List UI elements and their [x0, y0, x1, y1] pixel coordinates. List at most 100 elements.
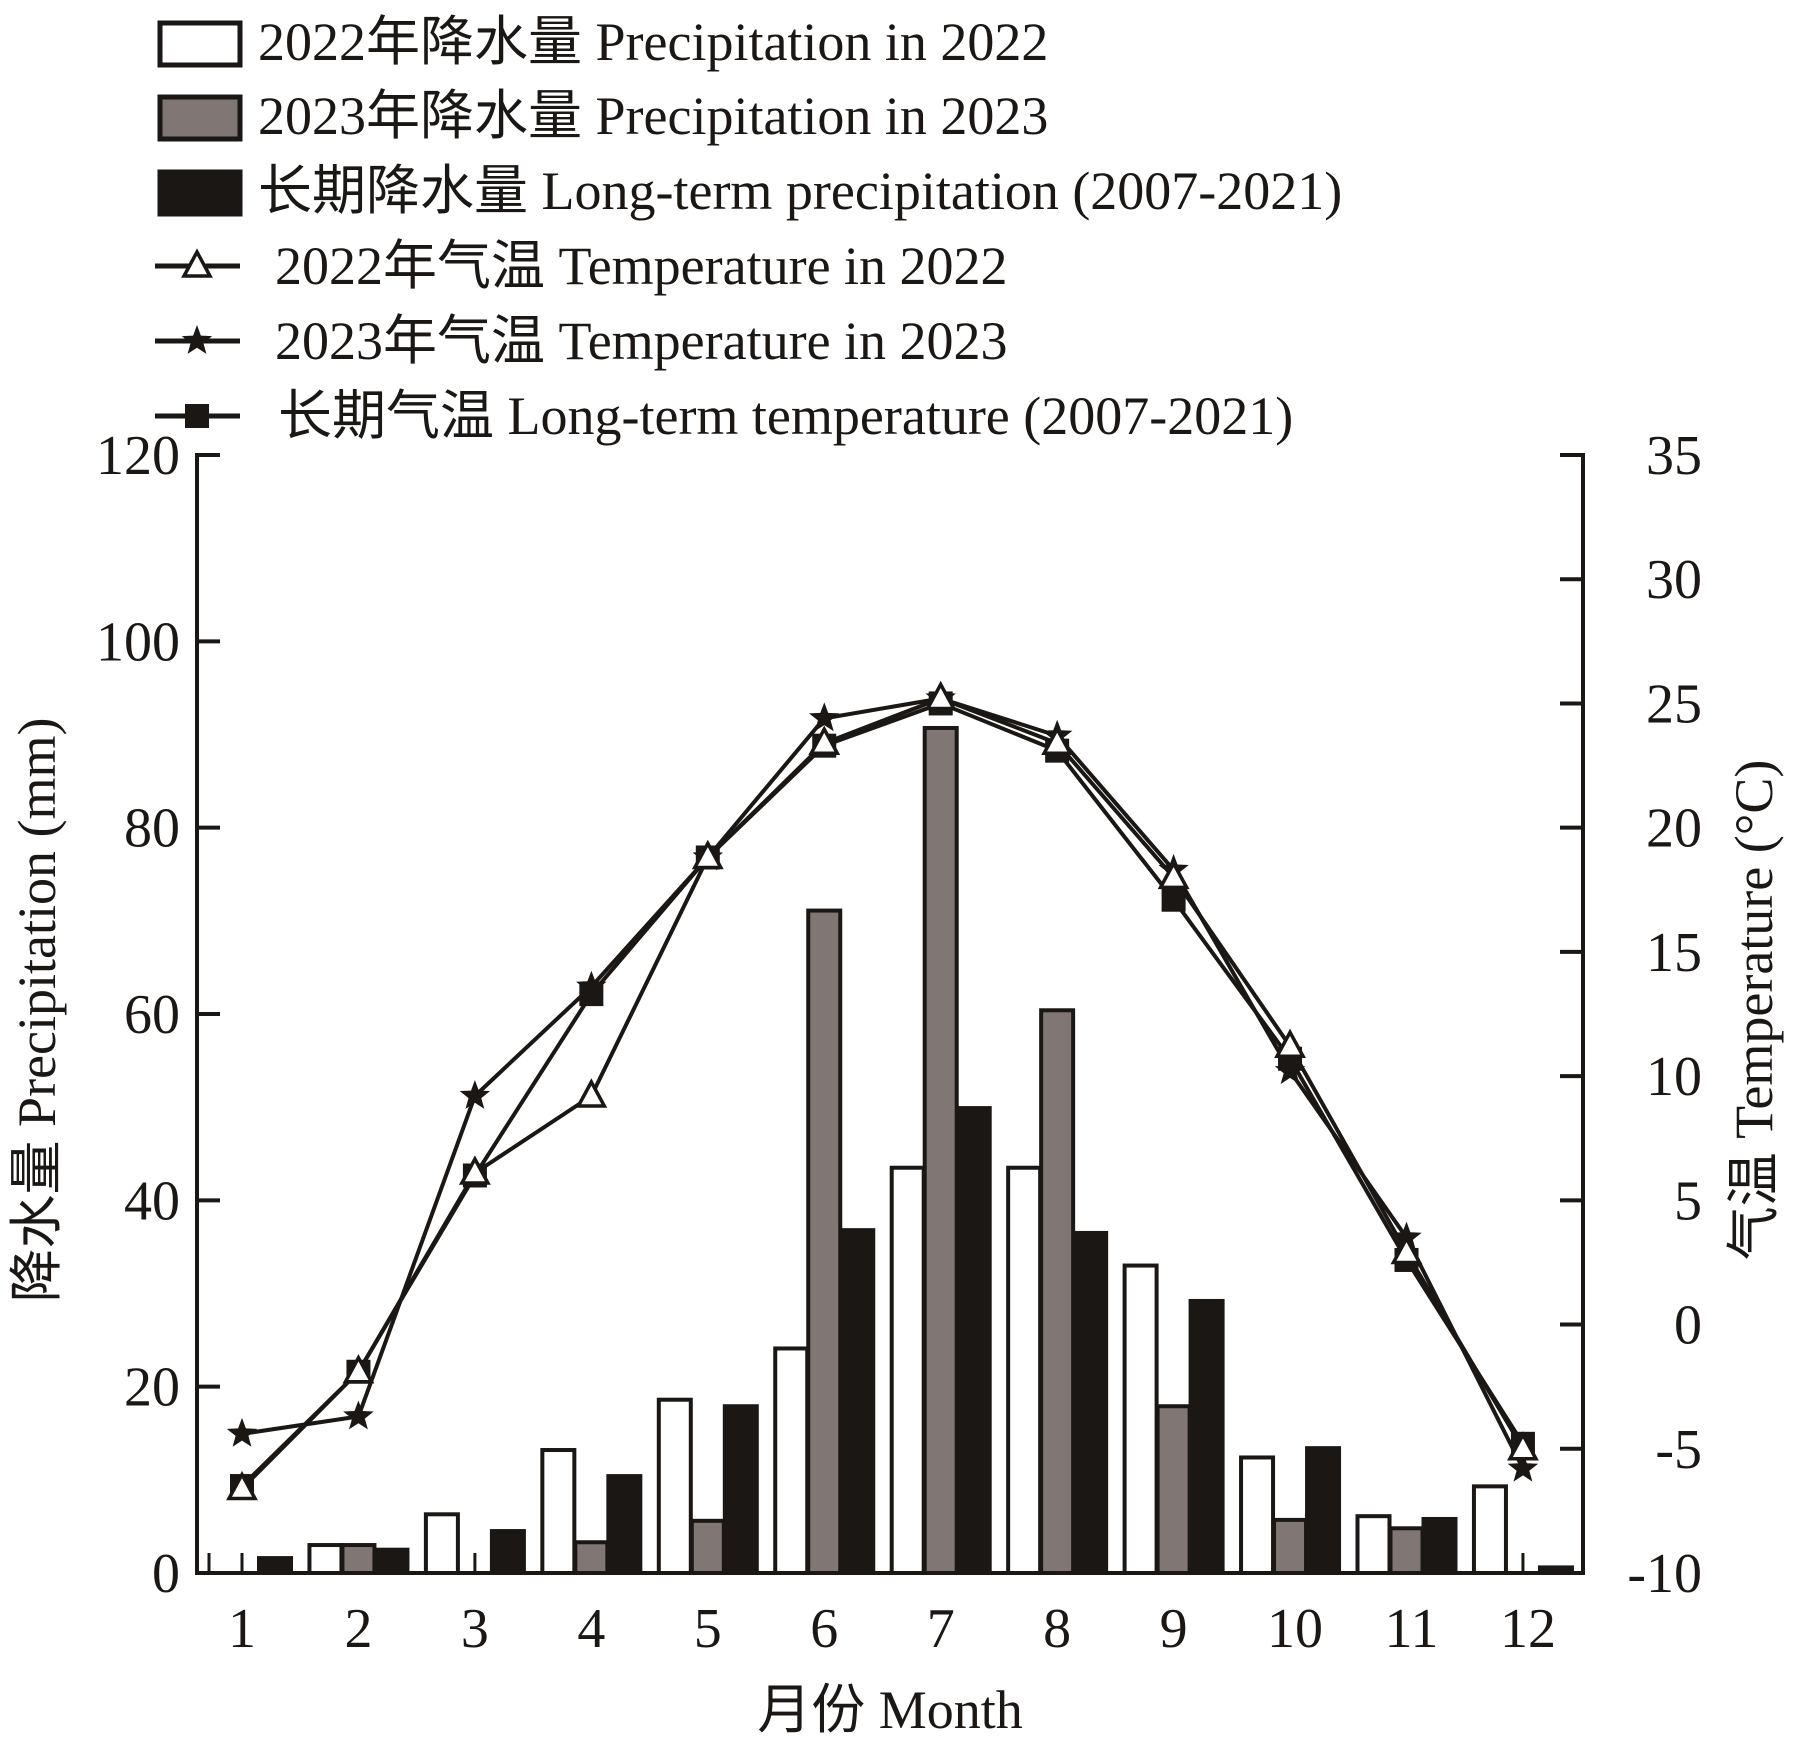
left-tick-label: 100: [96, 611, 180, 673]
bar-longterm-m7: [955, 1106, 992, 1576]
bar-2023-m8: [1039, 1008, 1076, 1575]
temp-marker-2022-m12: [1507, 1431, 1539, 1461]
left-tick-label: 120: [96, 425, 180, 487]
bar-2022-m11: [1355, 1514, 1392, 1575]
right-tick-label: 5: [1674, 1170, 1702, 1232]
bars-layer: [207, 725, 1574, 1576]
temp-marker-2022-m10: [1274, 1028, 1306, 1059]
legend-swatch-2023: [157, 94, 243, 142]
bar-2023-m6: [806, 908, 843, 1575]
bar-2022-m5: [656, 1397, 693, 1575]
temp-marker-longterm-m9: [1161, 887, 1186, 912]
x-tick-label: 7: [927, 1598, 955, 1660]
right-tick-label: -10: [1627, 1543, 1702, 1605]
right-tick-label: 15: [1646, 922, 1702, 984]
x-tick-label: 12: [1500, 1598, 1556, 1660]
legend-swatch-2022: [157, 20, 243, 68]
left-tick-label: 60: [124, 984, 180, 1046]
bar-2023-m5: [689, 1518, 726, 1575]
bar-2023-m7: [922, 725, 959, 1575]
bar-longterm-m5: [722, 1404, 759, 1576]
temp-marker-2022-m1: [226, 1470, 258, 1501]
x-tick-label: 11: [1385, 1598, 1439, 1660]
bar-2022-m10: [1239, 1455, 1276, 1576]
temp-marker-2023-m3: [459, 1080, 491, 1109]
bar-longterm-m1: [257, 1556, 293, 1576]
legend-marker-2022: [181, 248, 213, 278]
bar-2023-m10: [1272, 1517, 1309, 1576]
legend-label-precip-2022: 2022年降水量 Precipitation in 2022: [258, 12, 1048, 72]
bar-longterm-m10: [1305, 1446, 1342, 1575]
temp-marker-2022-m5: [691, 839, 724, 870]
right-tick-label: 35: [1646, 425, 1702, 487]
temp-marker-2022-m4: [575, 1078, 608, 1108]
legend-swatch-longterm: [157, 169, 243, 217]
bar-longterm-m4: [606, 1474, 643, 1576]
x-tick-label: 8: [1043, 1598, 1071, 1660]
x-tick-label: 3: [461, 1598, 489, 1660]
left-tick-label: 20: [124, 1357, 180, 1419]
bar-2022-m6: [773, 1346, 810, 1576]
temp-marker-2022-m8: [1041, 725, 1074, 755]
right-tick-label: 20: [1646, 798, 1702, 860]
temp-marker-2022-m6: [808, 725, 841, 755]
bar-2023-m11: [1388, 1526, 1425, 1576]
temp-marker-2023-m6: [809, 702, 840, 732]
temp-marker-2022-m9: [1157, 859, 1190, 890]
bar-longterm-m6: [839, 1228, 876, 1575]
bar-longterm-m11: [1421, 1516, 1458, 1576]
legend-label-temp-2023: 2023年气温 Temperature in 2023: [275, 311, 1008, 371]
x-tick-label: 4: [577, 1598, 605, 1660]
left-tick-label: 0: [152, 1543, 180, 1605]
bar-2022-m2: [307, 1543, 344, 1576]
temp-marker-2022-m2: [342, 1354, 375, 1384]
temp-marker-2023-m10: [1274, 1055, 1306, 1085]
x-tick-label: 5: [694, 1598, 722, 1660]
x-tick-label: 6: [810, 1598, 838, 1660]
right-tick-label: 10: [1646, 1046, 1702, 1108]
left-tick-label: 40: [124, 1170, 180, 1232]
left-axis-title: 降水量 Precipitation (mm): [7, 718, 67, 1303]
bar-2022-m9: [1122, 1263, 1159, 1576]
legend-label-precip-longterm: 长期降水量 Long-term precipitation (2007-2021…: [258, 161, 1342, 221]
bar-longterm-m2: [373, 1547, 410, 1576]
lines-layer: [226, 680, 1539, 1501]
temp-line-2022: [240, 696, 1525, 1490]
temp-marker-2022-m3: [458, 1155, 491, 1185]
temp-line-2023: [241, 696, 1525, 1470]
bar-2022-m8: [1006, 1165, 1043, 1575]
x-tick-label: 1: [228, 1598, 256, 1660]
temp-marker-2023-m1: [226, 1417, 258, 1447]
temp-marker-2022-m11: [1390, 1234, 1423, 1265]
temp-marker-2023-m12: [1507, 1452, 1539, 1482]
legend-label-temp-longterm: 长期气温 Long-term temperature (2007-2021): [278, 386, 1293, 446]
bar-longterm-m9: [1188, 1298, 1225, 1576]
temp-marker-2023-m4: [576, 970, 607, 1000]
bar-2023-m9: [1155, 1404, 1192, 1576]
legend-marker-longterm: [185, 404, 209, 428]
right-axis-title: 气温 Temperature (°C): [1724, 760, 1784, 1261]
right-tick-label: 25: [1646, 673, 1702, 735]
right-tick-label: 0: [1674, 1295, 1702, 1357]
x-tick-label: 9: [1160, 1598, 1188, 1660]
temp-line-longterm: [240, 701, 1525, 1488]
bar-2022-m12: [1471, 1484, 1508, 1575]
temp-marker-2022-m7: [924, 680, 957, 711]
bar-longterm-m8: [1072, 1230, 1109, 1575]
bar-2023-m2: [340, 1543, 377, 1576]
right-tick-label: 30: [1646, 549, 1702, 611]
legend: 2022年降水量 Precipitation in 2022 2023年降水量 P…: [155, 12, 1342, 446]
x-tick-label: 2: [344, 1598, 372, 1660]
x-tick-label: 10: [1267, 1598, 1323, 1660]
legend-marker-2023: [181, 325, 213, 354]
bar-longterm-m3: [489, 1529, 526, 1575]
bar-2022-m4: [540, 1448, 577, 1576]
legend-label-temp-2022: 2022年气温 Temperature in 2022: [275, 236, 1008, 296]
bar-2022-m7: [889, 1165, 926, 1575]
legend-label-precip-2023: 2023年降水量 Precipitation in 2023: [258, 86, 1048, 146]
x-axis-title: 月份 Month: [757, 1680, 1023, 1739]
bar-2023-m4: [573, 1540, 610, 1576]
temp-marker-2023-m2: [343, 1400, 374, 1430]
